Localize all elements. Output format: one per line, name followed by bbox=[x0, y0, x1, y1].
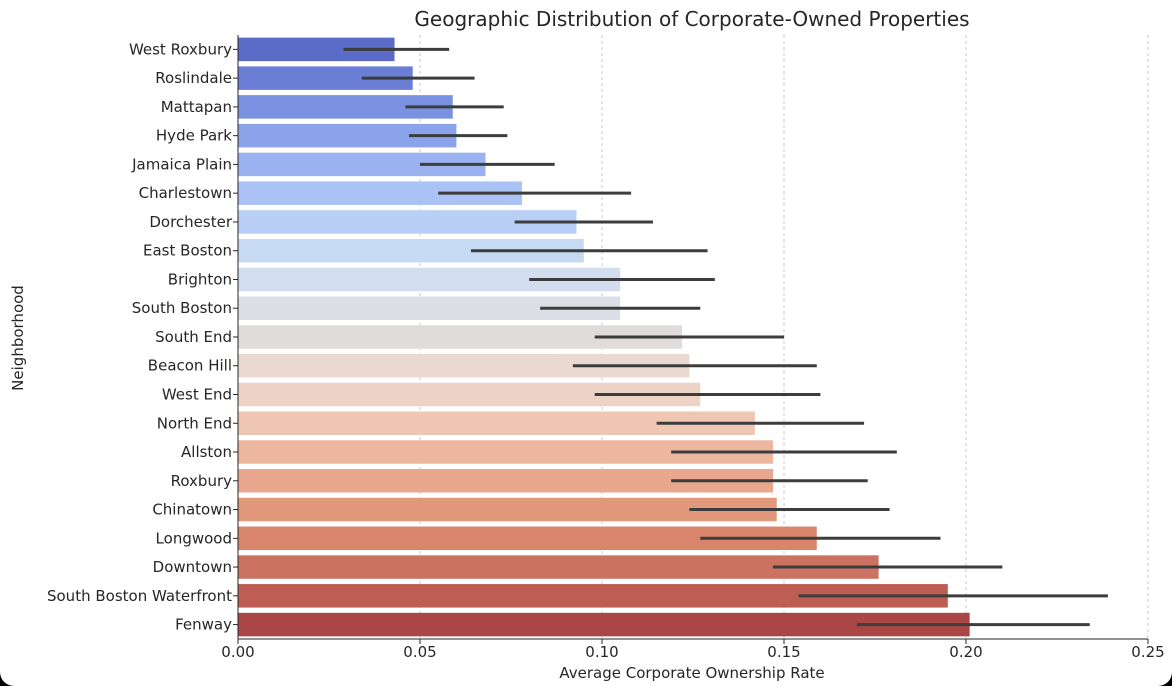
x-tick-labels: 0.00 0.05 0.10 0.15 0.20 0.25 bbox=[221, 639, 1165, 661]
y-tick-label: Mattapan bbox=[161, 98, 232, 116]
bar bbox=[238, 497, 777, 522]
bar bbox=[238, 325, 683, 349]
bar bbox=[238, 296, 621, 320]
bar bbox=[238, 152, 486, 177]
bar bbox=[238, 37, 395, 62]
y-tick-label: Brighton bbox=[168, 270, 232, 288]
x-tick-label: 0.15 bbox=[767, 643, 800, 661]
bars bbox=[238, 37, 970, 637]
y-tick-label: Hyde Park bbox=[156, 127, 232, 145]
y-tick-label: Allston bbox=[181, 443, 232, 461]
y-tick-label: Roxbury bbox=[171, 472, 233, 490]
bar bbox=[238, 382, 701, 407]
x-tick-label: 0.25 bbox=[1131, 643, 1164, 661]
y-tick-label: Charlestown bbox=[139, 184, 232, 202]
y-tick-label: Downtown bbox=[153, 558, 232, 576]
bar bbox=[238, 123, 457, 148]
chart-title: Geographic Distribution of Corporate-Own… bbox=[414, 7, 969, 31]
y-tick-label: East Boston bbox=[143, 242, 232, 260]
x-axis-label: Average Corporate Ownership Rate bbox=[559, 664, 824, 682]
y-tick-label: West End bbox=[162, 386, 232, 404]
bar bbox=[238, 353, 690, 378]
bar bbox=[238, 584, 948, 608]
bar bbox=[238, 95, 453, 119]
bar bbox=[238, 181, 522, 205]
y-tick-labels: West Roxbury Roslindale Mattapan Hyde Park J… bbox=[47, 40, 238, 634]
y-tick-label: Chinatown bbox=[152, 501, 232, 519]
y-tick-label: Fenway bbox=[175, 616, 232, 634]
error-bars bbox=[343, 47, 1108, 627]
y-tick-label: Longwood bbox=[156, 529, 232, 547]
bar bbox=[238, 66, 413, 90]
y-axis-label: Neighborhood bbox=[9, 285, 27, 391]
y-tick-label: South End bbox=[155, 328, 232, 346]
bar bbox=[238, 612, 970, 637]
bar bbox=[238, 469, 774, 493]
y-tick-label: South Boston Waterfront bbox=[47, 587, 232, 605]
x-tick-label: 0.00 bbox=[221, 643, 254, 661]
bar bbox=[238, 526, 817, 551]
y-tick-label: Beacon Hill bbox=[148, 357, 232, 375]
y-tick-label: Dorchester bbox=[149, 213, 232, 231]
y-tick-label: Jamaica Plain bbox=[131, 155, 232, 173]
y-tick-label: Roslindale bbox=[155, 69, 232, 87]
x-tick-label: 0.20 bbox=[949, 643, 982, 661]
x-tick-label: 0.05 bbox=[403, 643, 436, 661]
bar bbox=[238, 411, 755, 436]
y-tick-label: West Roxbury bbox=[129, 40, 232, 58]
bar bbox=[238, 440, 774, 464]
x-tick-label: 0.10 bbox=[585, 643, 618, 661]
bar bbox=[238, 210, 577, 234]
bar bbox=[238, 267, 621, 292]
y-tick-label: North End bbox=[157, 414, 232, 432]
y-tick-label: South Boston bbox=[132, 299, 232, 317]
bar bbox=[238, 555, 879, 579]
bar bbox=[238, 238, 584, 263]
